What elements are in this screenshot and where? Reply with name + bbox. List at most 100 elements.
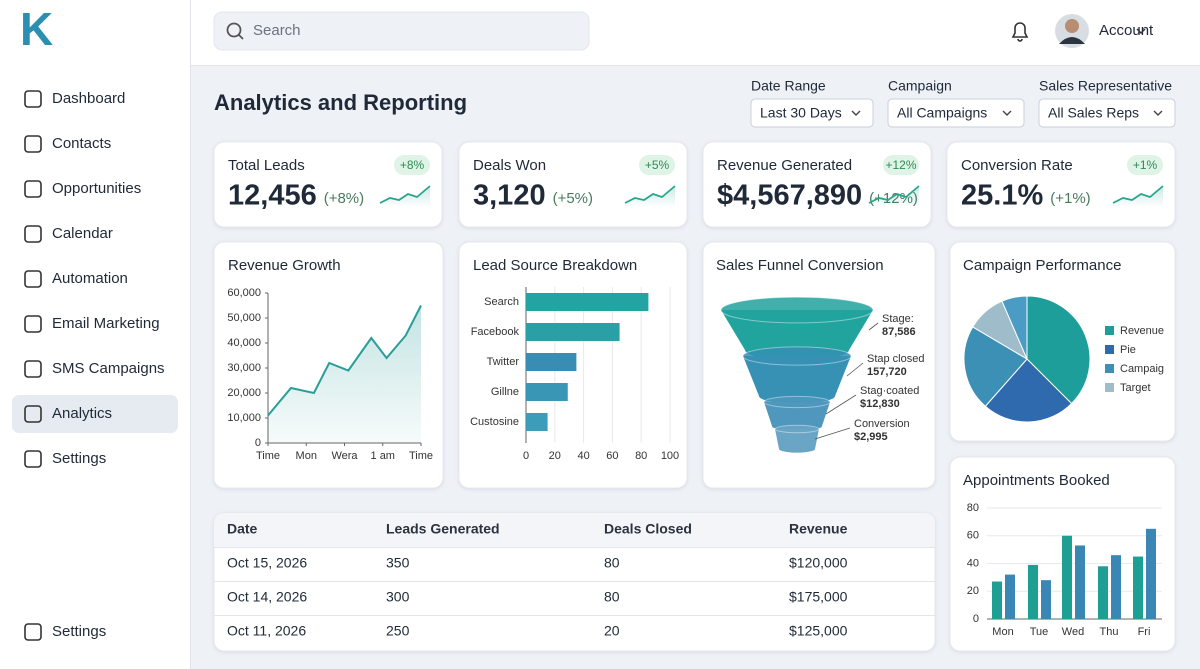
y-tick-label: 60,000 <box>227 287 261 299</box>
x-tick-label: Tue <box>1030 626 1049 638</box>
funnel-value: 87,586 <box>882 326 916 338</box>
y-tick-label: 60 <box>967 530 979 542</box>
legend-label: Target <box>1120 382 1151 394</box>
kpi-change: (+8%) <box>324 190 364 207</box>
legend-label: Pie <box>1120 344 1136 356</box>
bell-icon[interactable] <box>1011 22 1029 42</box>
funnel-stage <box>721 310 873 361</box>
nav-item[interactable]: Dashboard <box>52 90 125 107</box>
kpi-badge <box>639 155 675 175</box>
table-cell: 300 <box>386 589 410 605</box>
kpi-value: 12,456 <box>228 180 317 212</box>
y-tick-label: 10,000 <box>227 412 261 424</box>
nav-item[interactable]: Settings <box>52 623 106 640</box>
nav-icon <box>24 90 42 108</box>
kpi-title: Conversion Rate <box>961 157 1073 174</box>
search-placeholder: Search <box>253 22 301 39</box>
y-tick-label: Custosine <box>470 416 519 428</box>
nav-item[interactable]: Opportunities <box>52 180 141 197</box>
nav-item[interactable]: Email Marketing <box>52 315 160 332</box>
line <box>267 305 422 417</box>
table-cell: $125,000 <box>789 623 848 639</box>
legend-swatch <box>1105 345 1114 354</box>
kpi-sparkline <box>868 185 920 204</box>
table-cell: 80 <box>604 589 620 605</box>
kpi-badge <box>1127 155 1163 175</box>
funnel-label: Stap closed <box>867 353 924 365</box>
chevron <box>1002 110 1012 116</box>
legend-label: Revenue <box>1120 325 1164 337</box>
filter-select[interactable] <box>1038 98 1176 128</box>
nav-icon <box>24 623 42 641</box>
bar <box>526 383 568 401</box>
filter-select[interactable] <box>887 98 1025 128</box>
pie-slice <box>984 358 1073 423</box>
search-box[interactable] <box>213 11 590 51</box>
pie-slice <box>963 326 1028 407</box>
leader <box>825 394 857 415</box>
y-tick-label: 0 <box>973 613 979 625</box>
y-tick-label: 40 <box>967 557 979 569</box>
filter-label: Campaign <box>888 78 952 94</box>
kpi-sparkline <box>1112 185 1164 204</box>
y-tick-label: 20,000 <box>227 387 261 399</box>
y-tick-label: 30,000 <box>227 362 261 374</box>
kpi-title: Deals Won <box>473 157 546 174</box>
funnel-label: Stag·coated <box>860 385 919 397</box>
nav-icon <box>24 405 42 423</box>
account-label[interactable]: Account <box>1099 22 1154 39</box>
filter-label: Sales Representative <box>1039 78 1172 94</box>
nav-icon <box>24 180 42 198</box>
x-tick-label: 0 <box>523 450 529 462</box>
nav-icon <box>24 360 42 378</box>
nav: Dashboard Contacts Opportunities Calendar Au… <box>12 90 178 641</box>
area <box>268 305 421 443</box>
funnel-top <box>742 346 852 366</box>
logo[interactable]: K <box>20 3 53 55</box>
kpi-value: 3,120 <box>473 180 546 212</box>
filter-select[interactable] <box>750 98 874 128</box>
nav-item[interactable]: Settings <box>52 450 106 467</box>
search-icon <box>238 34 244 40</box>
kpi-sparkline <box>379 185 431 204</box>
bar <box>1062 535 1072 619</box>
nav-item[interactable]: Calendar <box>52 225 113 242</box>
y-tick-label: Facebook <box>471 326 520 338</box>
funnel-top <box>720 296 874 324</box>
bar <box>1111 555 1121 619</box>
nav-icon <box>24 270 42 288</box>
x-tick-label: Wera <box>331 450 358 462</box>
funnel-top <box>763 395 831 409</box>
table-cell: $120,000 <box>789 555 848 571</box>
nav-item[interactable]: Automation <box>52 270 128 287</box>
y-tick-label: Gillne <box>491 386 519 398</box>
page-title: Analytics and Reporting <box>214 90 467 115</box>
kpi-title: Revenue Generated <box>717 157 852 174</box>
kpi-change: (+5%) <box>553 190 593 207</box>
nav-item[interactable]: Contacts <box>52 135 111 152</box>
bar <box>992 581 1002 619</box>
nav-item[interactable]: Analytics <box>52 405 112 422</box>
bar <box>526 323 620 341</box>
kpi-badge <box>883 155 919 175</box>
chart-title: Revenue Growth <box>228 257 341 274</box>
bar <box>1075 545 1085 619</box>
y-tick-label: 20 <box>967 585 979 597</box>
kpi-value: $4,567,890 <box>717 180 862 212</box>
avatar-face <box>1065 19 1079 33</box>
nav-icon <box>24 450 42 468</box>
y-tick-label: Search <box>484 296 519 308</box>
x-tick-label: 80 <box>635 450 647 462</box>
chart-title: Sales Funnel Conversion <box>716 257 884 274</box>
filter-value: Last 30 Days <box>760 105 842 121</box>
nav-item[interactable]: SMS Campaigns <box>52 360 165 377</box>
funnel-label: Stage: <box>882 313 914 325</box>
x-tick-label: Time <box>409 450 433 462</box>
x-tick-label: Time <box>256 450 280 462</box>
nav-icon <box>24 315 42 333</box>
x-tick-label: 20 <box>549 450 561 462</box>
leader <box>846 362 864 377</box>
sidebar <box>0 0 190 669</box>
y-tick-label: Twitter <box>487 356 520 368</box>
